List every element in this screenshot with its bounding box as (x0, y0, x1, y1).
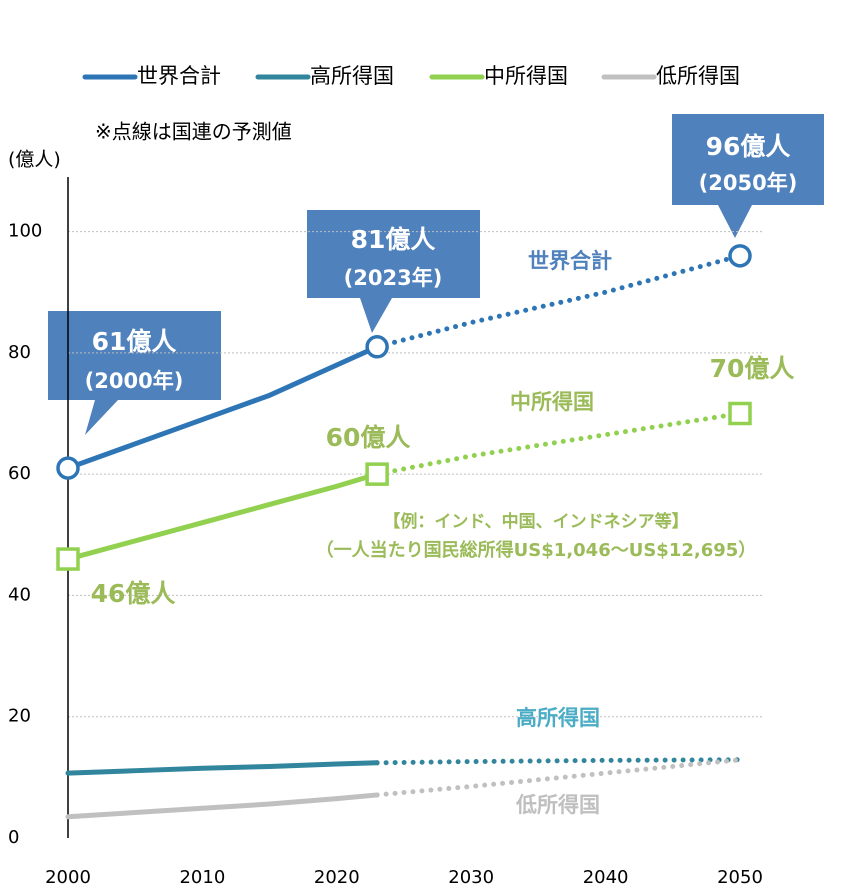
callout-box (48, 311, 221, 435)
legend-label: 世界合計 (137, 64, 221, 88)
value-label: 81億人 (351, 225, 436, 254)
value-label: 70億人 (710, 354, 795, 383)
y-tick-label: 80 (8, 342, 31, 363)
value-label: 61億人 (92, 327, 177, 356)
marker (728, 244, 752, 268)
y-axis-label: (億人) (8, 149, 61, 171)
legend-label: 低所得国 (656, 64, 740, 88)
year-label: (2023年) (344, 266, 443, 290)
series-line (65, 471, 380, 562)
x-tick-label: 2000 (45, 867, 91, 888)
callout-box (672, 114, 824, 238)
x-tick-label: 2040 (583, 867, 629, 888)
y-tick-label: 100 (8, 221, 42, 242)
series-line (374, 253, 743, 350)
x-tick-label: 2030 (448, 867, 494, 888)
series-label: 世界合計 (528, 249, 612, 273)
note: 【例：インド、中国、インドネシア等】 (383, 511, 688, 532)
series-line (374, 757, 743, 766)
series-line (374, 757, 743, 798)
series-label: 低所得国 (515, 793, 600, 817)
x-tick-label: 2010 (179, 867, 225, 888)
value-label: 46億人 (91, 579, 176, 608)
value-label: 96億人 (706, 132, 791, 161)
x-tick-label: 2050 (717, 867, 763, 888)
series-line (65, 344, 380, 471)
y-tick-label: 60 (8, 463, 31, 484)
series-line (374, 411, 743, 477)
marker (365, 462, 389, 486)
y-tick-label: 40 (8, 584, 31, 605)
legend-label: 中所得国 (484, 64, 568, 88)
year-label: (2000年) (85, 369, 184, 393)
series-line (65, 792, 380, 820)
marker (365, 335, 389, 359)
series-label: 中所得国 (510, 390, 594, 414)
series-line (65, 760, 380, 776)
value-label: 60億人 (326, 423, 411, 452)
year-label: (2050年) (699, 171, 798, 195)
y-tick-label: 20 (8, 706, 31, 727)
marker (56, 547, 80, 571)
note: （一人当たり国民総所得US$1,046～US$12,695） (316, 539, 757, 561)
legend-label: 高所得国 (310, 64, 394, 88)
marker (728, 401, 752, 426)
callout-box (307, 210, 480, 333)
y-tick-label: 0 (8, 827, 19, 848)
marker (56, 456, 80, 480)
x-tick-label: 2020 (314, 867, 360, 888)
chart-subtitle: ※点線は国連の予測値 (95, 120, 292, 144)
series-label: 高所得国 (516, 706, 600, 730)
